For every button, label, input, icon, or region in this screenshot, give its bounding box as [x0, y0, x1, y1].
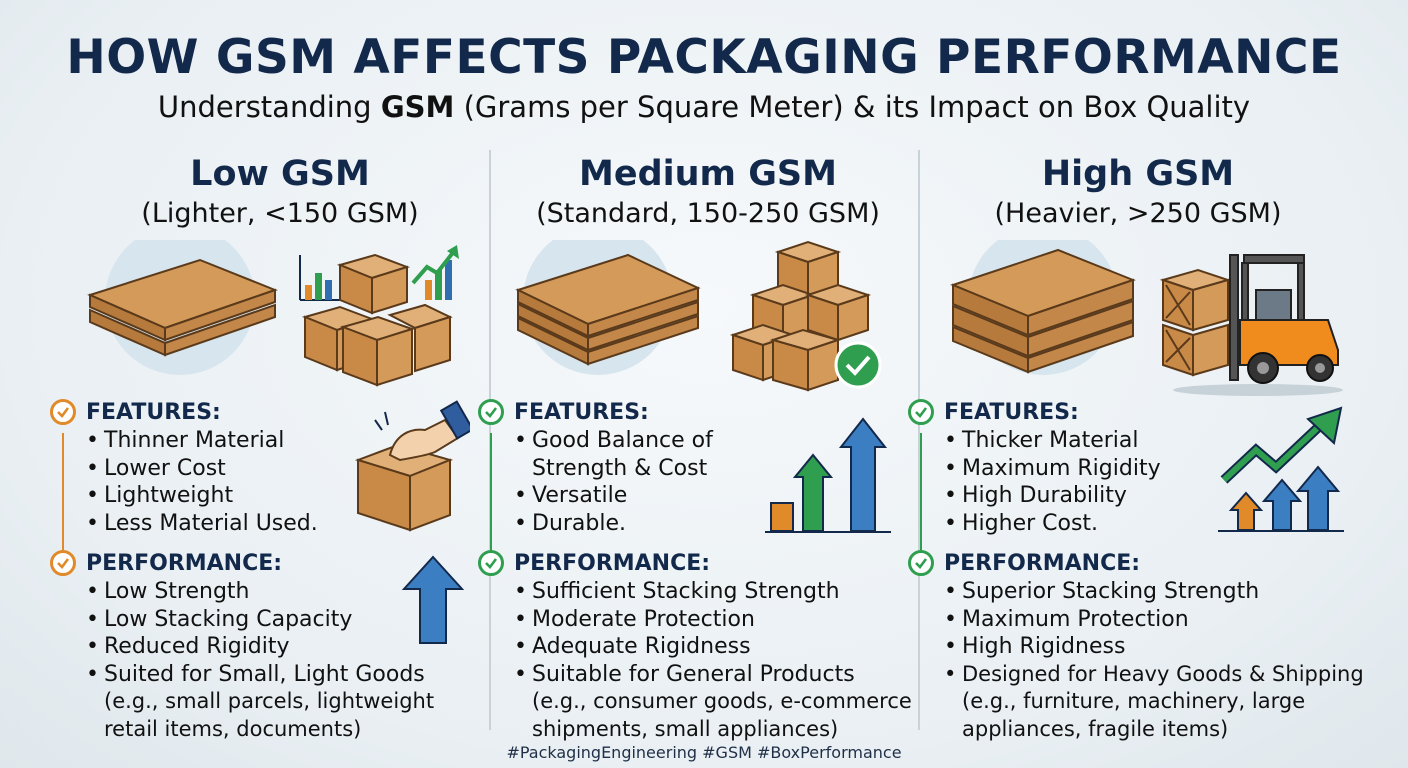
example-text: retail items, documents)	[104, 716, 362, 741]
features-list: Thinner Material Lower Cost Lightweight …	[50, 427, 510, 537]
example-text: (e.g., small parcels, lightweight	[104, 689, 435, 713]
performance-label: PERFORMANCE:	[944, 550, 1141, 576]
list-item: Good Balance of	[514, 427, 938, 455]
performance-section: PERFORMANCE: Low Strength Low Stacking C…	[50, 548, 510, 743]
check-icon	[908, 550, 934, 576]
list-item: Suitable for General Products	[514, 661, 938, 689]
example-text: (e.g., furniture, machinery, large	[962, 689, 1306, 713]
check-icon	[50, 399, 76, 425]
performance-list: Low Strength Low Stacking Capacity Reduc…	[50, 578, 510, 743]
list-item: Higher Cost.	[944, 510, 1368, 538]
list-item: Reduced Rigidity	[86, 633, 510, 661]
list-item: Lower Cost	[86, 455, 510, 483]
check-icon	[50, 550, 76, 576]
performance-section: PERFORMANCE: Sufficient Stacking Strengt…	[478, 548, 938, 743]
features-list: Thicker Material Maximum Rigidity High D…	[908, 427, 1368, 537]
page-title: HOW GSM AFFECTS PACKAGING PERFORMANCE	[66, 30, 1342, 85]
features-list: Good Balance of Strength & Cost Versatil…	[478, 427, 938, 537]
list-item: Designed for Heavy Goods & Shipping	[944, 661, 1368, 689]
cardboard-sheet-icon	[515, 240, 701, 375]
column-title: Low GSM	[190, 154, 370, 194]
list-item: Suited for Small, Light Goods	[86, 661, 510, 689]
features-section: FEATURES: Good Balance of Strength & Cos…	[478, 397, 938, 537]
example-text: shipments, small appliances)	[532, 716, 839, 741]
column-title: Medium GSM	[579, 154, 837, 194]
example-text: appliances, fragile items)	[962, 716, 1229, 741]
column-title: High GSM	[1041, 154, 1235, 194]
section-connector	[490, 433, 492, 561]
hand-box-icon	[354, 400, 470, 532]
section-connector	[920, 433, 922, 561]
list-item: Maximum Protection	[944, 606, 1368, 634]
section-connector	[62, 433, 64, 561]
features-section: FEATURES: Thicker Material Maximum Rigid…	[908, 397, 1368, 537]
up-arrow-icon	[402, 555, 464, 644]
list-item: Moderate Protection	[514, 606, 938, 634]
list-item: Durable.	[514, 510, 938, 538]
box-stack-icon	[729, 240, 882, 392]
column-range: (Standard, 150-250 GSM)	[536, 198, 880, 229]
trend-arrow-icon	[1218, 406, 1344, 532]
list-item: Thinner Material	[86, 427, 510, 455]
column-high-gsm: High GSM (Heavier, >250 GSM)	[908, 150, 1368, 743]
page-subtitle: Understanding GSM (Grams per Square Mete…	[157, 90, 1251, 124]
features-label: FEATURES:	[514, 399, 649, 425]
list-item: Versatile	[514, 482, 938, 510]
cardboard-sheet-icon	[950, 240, 1136, 375]
bar-chart-icon	[765, 417, 891, 533]
performance-label: PERFORMANCE:	[86, 550, 283, 576]
performance-list: Sufficient Stacking Strength Moderate Pr…	[478, 578, 938, 743]
list-item: Sufficient Stacking Strength	[514, 578, 938, 606]
performance-label: PERFORMANCE:	[514, 550, 711, 576]
list-item: Maximum Rigidity	[944, 455, 1368, 483]
features-label: FEATURES:	[86, 399, 221, 425]
column-range: (Heavier, >250 GSM)	[994, 198, 1282, 229]
list-item: Low Strength	[86, 578, 510, 606]
column-range: (Lighter, <150 GSM)	[141, 198, 419, 229]
list-item: High Durability	[944, 482, 1368, 510]
footer-hashtags: #PackagingEngineering #GSM #BoxPerforman…	[506, 743, 902, 762]
list-item: Strength & Cost	[532, 455, 708, 481]
check-icon	[478, 550, 504, 576]
column-medium-gsm: Medium GSM (Standard, 150-250 GSM)	[478, 150, 938, 743]
box-stack-icon	[299, 245, 459, 387]
list-item: Superior Stacking Strength	[944, 578, 1368, 606]
performance-section: PERFORMANCE: Superior Stacking Strength …	[908, 548, 1368, 743]
list-item: High Rigidness	[944, 633, 1368, 661]
example-text: (e.g., consumer goods, e-commerce	[532, 689, 912, 713]
cardboard-sheet-icon	[87, 240, 278, 375]
list-item: Lightweight	[86, 482, 510, 510]
list-item: Adequate Rigidness	[514, 633, 938, 661]
list-item: Less Material Used.	[86, 510, 510, 538]
list-item: Thicker Material	[944, 427, 1368, 455]
check-icon	[478, 399, 504, 425]
features-section: FEATURES: Thinner Material Lower Cost Li…	[50, 397, 510, 537]
forklift-icon	[1159, 254, 1343, 396]
column-low-gsm: Low GSM (Lighter, <150 GSM)	[50, 150, 510, 743]
performance-list: Superior Stacking Strength Maximum Prote…	[908, 578, 1368, 743]
list-item: Low Stacking Capacity	[86, 606, 510, 634]
check-icon	[908, 399, 934, 425]
features-label: FEATURES:	[944, 399, 1079, 425]
